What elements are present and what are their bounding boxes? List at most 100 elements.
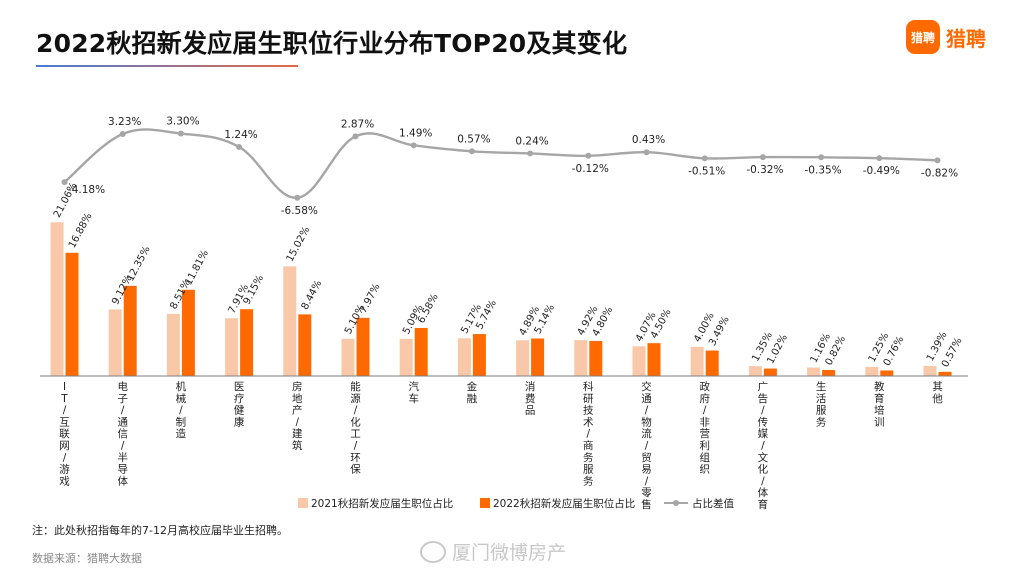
bar-2022-7 — [472, 334, 486, 376]
difference-line — [63, 128, 938, 199]
legend-label-2021: 2021秋招新发应届生职位占比 — [311, 497, 453, 510]
difference-label-6: 1.49% — [399, 127, 432, 139]
difference-point-13 — [818, 154, 825, 161]
difference-point-15 — [934, 157, 941, 164]
category-label-10: 交通/物流/贸易/零售 — [641, 380, 652, 511]
data-source: 数据来源：猎聘大数据 — [32, 552, 142, 565]
difference-point-1 — [119, 131, 126, 138]
bar-2021-8 — [516, 340, 530, 376]
bar-2021-0 — [50, 222, 64, 376]
difference-label-9: -0.12% — [572, 163, 609, 175]
category-label-11: 政府/非营利组织 — [699, 380, 710, 476]
bar-2022-13 — [822, 370, 836, 376]
legend-label-2022: 2022秋招新发应届生职位占比 — [493, 497, 635, 510]
category-label-2: 机械/制造 — [176, 380, 187, 440]
liepin-logo: 猎聘 猎聘 — [906, 20, 986, 54]
category-label-3: 医疗健康 — [234, 381, 245, 428]
legend-line-marker — [673, 500, 679, 506]
bar-2021-13 — [807, 367, 821, 376]
logo-text: 猎聘 — [946, 26, 986, 51]
difference-point-2 — [177, 130, 184, 137]
difference-label-5: 2.87% — [341, 118, 374, 130]
footnote: 注：此处秋招指每年的7-12月高校应届毕业生招聘。 — [32, 524, 288, 537]
difference-point-6 — [410, 142, 417, 149]
bar-2021-7 — [457, 338, 471, 376]
bar-2022-12 — [763, 368, 777, 376]
difference-label-0: -4.18% — [68, 184, 105, 196]
bar-label-2022-1: 12.35% — [125, 244, 153, 283]
bar-2022-6 — [414, 327, 428, 376]
difference-label-13: -0.35% — [805, 164, 842, 176]
watermark: 厦门微博房产 — [420, 538, 566, 565]
category-label-6: 汽车 — [408, 380, 419, 405]
bar-2021-6 — [399, 338, 413, 376]
logo-badge-icon: 猎聘 — [906, 20, 940, 54]
category-label-8: 消费品 — [525, 380, 536, 417]
bar-2022-0 — [65, 252, 79, 376]
difference-point-0 — [61, 179, 68, 186]
bar-2022-11 — [705, 350, 719, 376]
legend-label-difference: 占比差值 — [692, 497, 734, 510]
bar-label-2022-2: 11.81% — [183, 248, 211, 287]
difference-point-10 — [643, 149, 650, 156]
difference-point-11 — [701, 155, 708, 162]
bar-2021-9 — [574, 340, 588, 376]
category-label-12: 广告/传媒/文化/体育 — [758, 381, 769, 511]
bar-2021-3 — [225, 318, 239, 376]
bar-2021-14 — [865, 366, 879, 376]
difference-label-15: -0.82% — [921, 167, 958, 179]
bar-2021-5 — [341, 338, 355, 376]
difference-label-4: -6.58% — [281, 205, 318, 217]
category-label-14: 教育培训 — [874, 380, 885, 428]
bar-label-2022-0: 16.88% — [67, 211, 95, 250]
difference-point-4 — [294, 194, 301, 201]
difference-label-11: -0.51% — [688, 165, 725, 177]
difference-label-3: 1.24% — [224, 129, 257, 141]
bar-2022-5 — [356, 317, 370, 376]
category-label-7: 金融 — [467, 380, 478, 405]
bar-2021-2 — [166, 313, 180, 376]
bar-2022-14 — [880, 370, 894, 376]
bar-2022-2 — [181, 289, 195, 376]
difference-point-14 — [876, 155, 883, 162]
weibo-icon — [420, 540, 446, 563]
watermark-text: 厦门微博房产 — [452, 542, 567, 564]
bar-label-2022-4: 8.44% — [300, 279, 325, 312]
difference-label-8: 0.24% — [515, 135, 548, 147]
bar-2022-9 — [589, 340, 603, 376]
bar-2022-10 — [647, 343, 661, 376]
category-label-15: 其他 — [932, 381, 943, 405]
bar-2022-4 — [298, 314, 312, 376]
difference-point-5 — [352, 133, 359, 140]
category-label-9: 科研技术/商务服务 — [583, 380, 594, 487]
bar-2021-1 — [108, 309, 122, 376]
difference-point-12 — [759, 154, 766, 161]
bar-2022-8 — [531, 338, 545, 376]
page-title: 2022秋招新发应届生职位行业分布TOP20及其变化 — [36, 29, 628, 58]
bar-2022-15 — [938, 371, 952, 376]
bar-2022-1 — [123, 285, 137, 376]
difference-point-8 — [527, 150, 534, 157]
bar-2021-15 — [923, 365, 937, 376]
bar-2021-12 — [748, 366, 762, 376]
category-label-0: I T/互联网/游戏 — [59, 381, 70, 487]
category-label-4: 房地产/建筑 — [292, 380, 303, 452]
difference-point-3 — [236, 143, 243, 150]
category-label-1: 电子/通信/半导体 — [117, 380, 128, 487]
difference-label-7: 0.57% — [457, 133, 490, 145]
difference-label-14: -0.49% — [863, 165, 900, 177]
bar-2021-10 — [632, 346, 646, 376]
bar-label-2021-4: 15.02% — [285, 225, 313, 264]
difference-label-2: 3.30% — [166, 116, 199, 128]
legend-swatch-2022 — [480, 498, 490, 508]
difference-label-12: -0.32% — [746, 164, 783, 176]
title-underline — [36, 65, 298, 67]
bar-label-2022-5: 7.97% — [358, 282, 383, 315]
difference-label-10: 0.43% — [632, 134, 665, 146]
bar-2021-11 — [690, 346, 704, 376]
bar-2022-3 — [240, 309, 254, 376]
legend-swatch-2021 — [298, 498, 308, 508]
category-label-5: 能源/化工/环保 — [350, 380, 361, 476]
difference-point-9 — [585, 152, 592, 159]
